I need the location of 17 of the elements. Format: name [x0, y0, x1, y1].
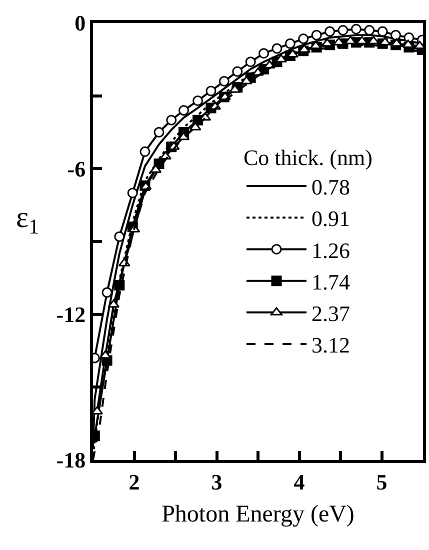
legend-label: 1.74	[312, 269, 350, 294]
x-tick-label: 2	[128, 469, 140, 494]
legend-label: 0.91	[312, 206, 350, 232]
legend-label: 3.12	[312, 332, 350, 358]
x-tick-label: 4	[294, 469, 305, 494]
x-tick-label: 5	[376, 469, 388, 494]
legend-title: Co thick. (nm)	[244, 145, 372, 170]
y-tick-label: -12	[56, 302, 86, 328]
y-tick-label: 0	[74, 10, 86, 36]
y-tick-label: -18	[56, 448, 86, 473]
legend-label: 1.26	[312, 238, 350, 263]
x-axis-title: Photon Energy (eV)	[162, 502, 354, 528]
y-axis-title: ε$_{1}$	[16, 201, 40, 238]
legend-label: 2.37	[312, 301, 350, 326]
x-tick-label: 3	[211, 469, 222, 494]
y-tick-label: -6	[67, 156, 86, 182]
legend-label: 0.78	[312, 174, 350, 200]
